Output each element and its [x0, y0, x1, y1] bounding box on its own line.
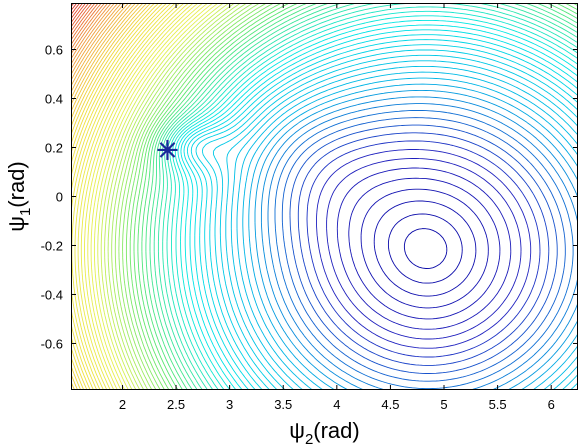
contour-level-53: [90, 3, 214, 390]
x-axis-label: ψ2(rad): [289, 418, 359, 446]
y-tick-label: 0.2: [45, 141, 63, 156]
contour-level-13: [274, 110, 574, 390]
contour-level-9: [306, 140, 541, 358]
contour-level-43: [125, 3, 275, 390]
contour-level-31: [172, 10, 578, 390]
contour-level-12: [281, 117, 566, 382]
contour-level-41: [133, 3, 578, 390]
x-axis-ticks: 2 2.5 3 3.5 4 4.5 5 5.5 6: [119, 3, 555, 412]
contour-level-19: [236, 71, 578, 390]
x-axis-unit: (rad): [313, 418, 359, 443]
contour-level-27: [183, 29, 578, 390]
contour-lines: [71, 3, 578, 390]
contour-level-56: [80, 3, 199, 390]
y-axis-subscript: 1: [17, 208, 34, 216]
contour-level-20: [230, 65, 578, 390]
contour-level-25: [190, 39, 578, 390]
contour-level-62: [71, 3, 172, 390]
contour-level-48: [107, 3, 241, 390]
contour-level-42: [129, 3, 578, 390]
contour-level-7: [326, 158, 522, 340]
contour-level-5: [348, 177, 501, 320]
contour-level-23: [201, 49, 578, 390]
y-axis-unit: (rad): [4, 161, 29, 207]
contour-level-24: [195, 44, 578, 390]
minimum-marker: [157, 139, 178, 160]
contour-level-44: [122, 3, 267, 390]
contour-level-55: [84, 3, 204, 390]
contour-level-50: [100, 3, 230, 390]
contour-level-16: [254, 89, 578, 390]
contour-level-52: [93, 3, 219, 390]
contour-level-58: [74, 3, 189, 390]
contour-level-3: [373, 200, 477, 297]
contour-level-36: [153, 3, 578, 390]
contour-level-45: [118, 3, 260, 390]
contour-level-46: [114, 3, 254, 390]
contour-level-64: [71, 3, 164, 390]
contour-level-57: [77, 3, 194, 390]
contour-level-37: [149, 3, 578, 390]
contour-level-21: [225, 60, 578, 390]
contour-level-14: [267, 103, 578, 390]
y-tick-label: -0.4: [41, 287, 63, 302]
x-tick-label: 4: [333, 397, 340, 412]
contour-level-2: [387, 213, 463, 284]
contour-level-66: [71, 3, 156, 390]
y-axis-symbol: ψ: [4, 216, 29, 232]
x-axis-symbol: ψ: [289, 418, 305, 443]
contour-level-51: [97, 3, 224, 390]
contour-level-47: [111, 3, 247, 390]
contour-level-11: [289, 124, 558, 374]
contour-level-10: [297, 132, 550, 366]
contour-level-49: [104, 3, 235, 390]
x-tick-label: 2: [119, 397, 126, 412]
contour-level-26: [186, 34, 578, 390]
contour-level-72: [71, 3, 133, 93]
contour-level-4: [360, 188, 489, 309]
y-tick-label: -0.2: [41, 238, 63, 253]
y-tick-label: 0: [56, 190, 63, 205]
contour-level-86: [71, 3, 87, 24]
x-tick-label: 6: [548, 397, 555, 412]
y-axis-ticks: 0.6 0.4 0.2 0 -0.2 -0.4 -0.6: [41, 43, 578, 351]
contour-level-6: [336, 167, 512, 330]
contour-level-54: [87, 3, 209, 390]
contour-level-38: [145, 3, 578, 390]
asterisk-stroke: [159, 142, 176, 158]
contour-level-17: [248, 83, 578, 390]
contour-level-60: [71, 3, 181, 390]
y-axis-label: ψ1(rad): [4, 161, 34, 231]
contour-level-35: [157, 3, 578, 390]
contour-level-34: [162, 3, 578, 390]
y-tick-label: 0.6: [45, 43, 63, 58]
x-tick-label: 5: [440, 397, 447, 412]
contour-level-18: [242, 77, 578, 390]
x-tick-label: 3: [226, 397, 233, 412]
contour-level-40: [137, 3, 578, 390]
contour-level-15: [260, 96, 578, 390]
y-tick-label: 0.4: [45, 92, 63, 107]
y-tick-label: -0.6: [41, 336, 63, 351]
contour-level-65: [71, 3, 160, 390]
x-tick-label: 5.5: [489, 397, 507, 412]
x-tick-label: 4.5: [381, 397, 399, 412]
contour-level-8: [316, 149, 532, 349]
contour-level-28: [180, 24, 578, 390]
contour-level-68: [71, 3, 148, 390]
contour-level-61: [71, 3, 176, 390]
x-tick-label: 3.5: [274, 397, 292, 412]
contour-level-30: [174, 15, 578, 390]
contour-level-39: [141, 3, 578, 390]
contour-level-29: [177, 19, 578, 390]
x-axis-subscript: 2: [305, 431, 313, 446]
x-tick-label: 2.5: [167, 397, 185, 412]
contour-level-1: [403, 228, 448, 269]
contour-level-67: [71, 3, 152, 390]
